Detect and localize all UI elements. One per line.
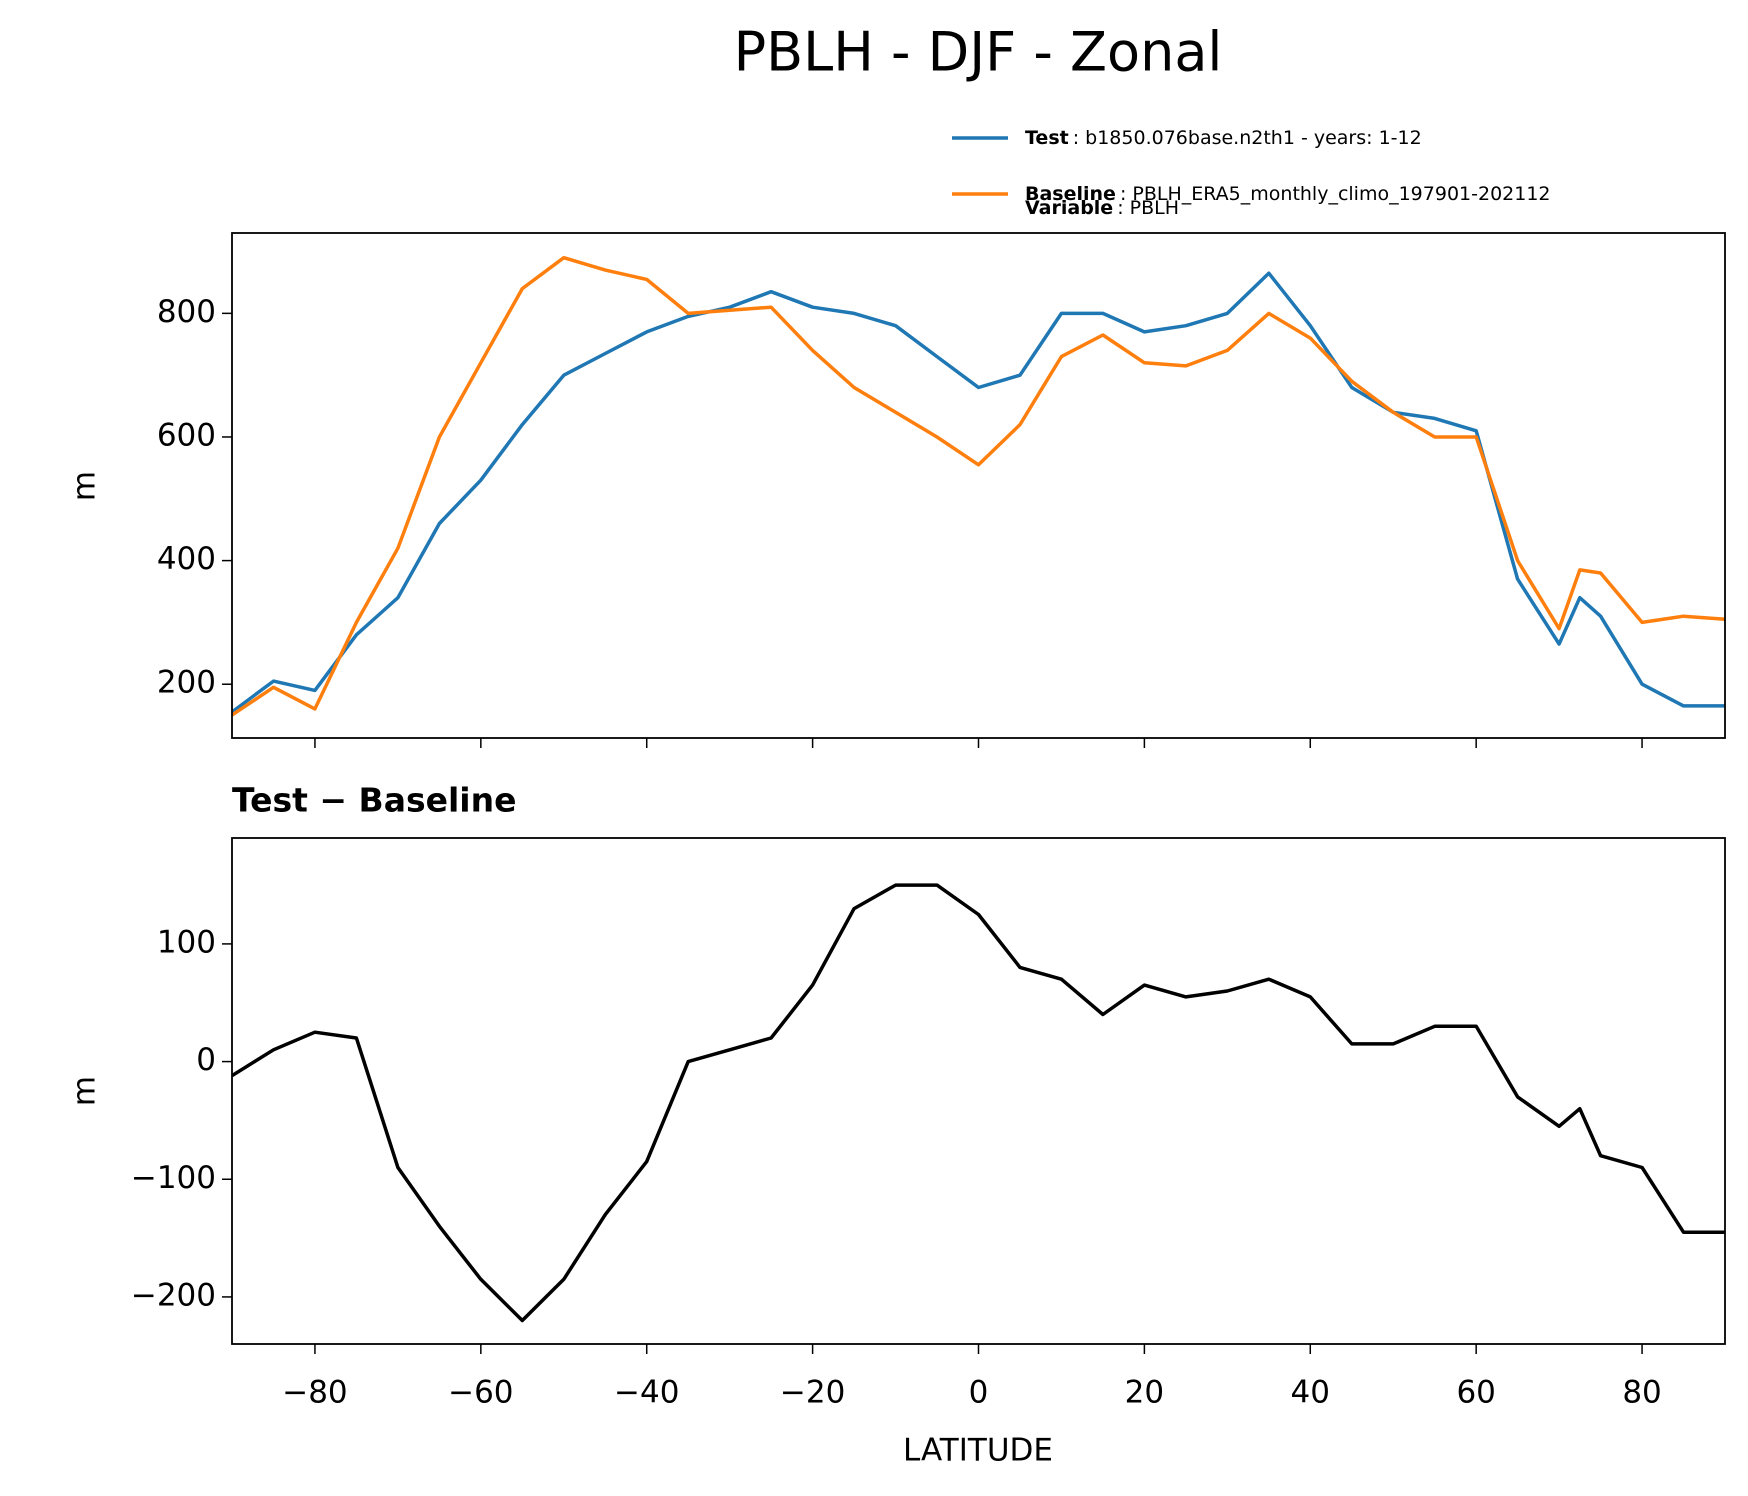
y-tick-label: 100 <box>157 924 216 960</box>
y-tick-label: 0 <box>196 1042 216 1078</box>
y-axis-label: m <box>67 1076 103 1106</box>
legend-name: Variable <box>1025 197 1113 219</box>
y-tick-label: −200 <box>131 1277 216 1313</box>
legend-name: Test <box>1025 127 1069 149</box>
x-tick-label: −20 <box>780 1375 845 1411</box>
x-tick-label: 40 <box>1291 1375 1330 1411</box>
figure-title: PBLH - DJF - Zonal <box>734 21 1223 84</box>
legend-name: Baseline <box>1025 183 1116 205</box>
x-tick-label: 80 <box>1622 1375 1661 1411</box>
y-tick-label: 800 <box>157 294 216 330</box>
x-tick-label: −40 <box>614 1375 679 1411</box>
data-line <box>232 271 1725 714</box>
legend-description: : PBLH <box>1117 197 1179 219</box>
x-tick-label: 20 <box>1125 1375 1164 1411</box>
x-tick-label: −80 <box>282 1375 347 1411</box>
legend-label: Test: b1850.076base.n2th1 - years: 1-12 <box>1025 127 1422 149</box>
subplot-title: Test − Baseline <box>232 781 517 820</box>
data-line <box>232 255 1725 717</box>
y-tick-label: 200 <box>157 665 216 701</box>
x-tick-label: 60 <box>1456 1375 1495 1411</box>
y-axis-label: m <box>67 471 103 501</box>
legend-label: Variable: PBLH <box>1025 197 1179 219</box>
legend-description: : b1850.076base.n2th1 - years: 1-12 <box>1073 127 1422 149</box>
legend-description: : PBLH_ERA5_monthly_climo_197901-202112 <box>1120 183 1551 205</box>
axes-frame <box>231 837 1726 1345</box>
axes-frame <box>231 232 1726 739</box>
x-axis-label: LATITUDE <box>903 1433 1053 1469</box>
y-tick-label: 600 <box>157 417 216 453</box>
data-line <box>232 883 1725 1323</box>
legend-label: Baseline: PBLH_ERA5_monthly_climo_197901… <box>1025 183 1551 205</box>
y-tick-label: −100 <box>131 1160 216 1196</box>
x-tick-label: −60 <box>448 1375 513 1411</box>
x-tick-label: 0 <box>969 1375 989 1411</box>
y-tick-label: 400 <box>157 541 216 577</box>
